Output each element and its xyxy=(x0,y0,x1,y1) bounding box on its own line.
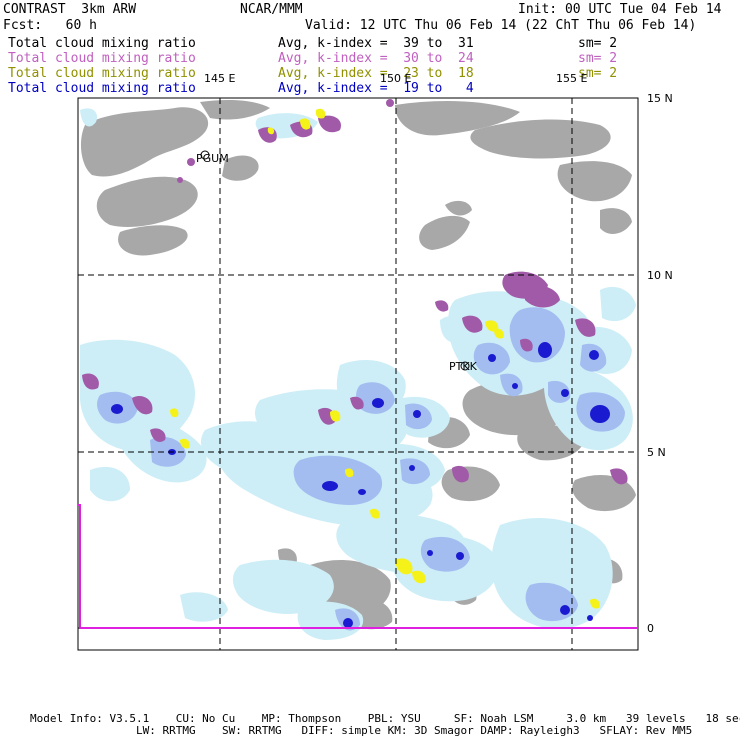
station-pgum: PGUM xyxy=(196,150,229,165)
field-sm-1: sm= 2 xyxy=(578,36,618,51)
station-label-ptkk: PTKK xyxy=(449,360,478,373)
field-range-3: Avg, k-index = 23 to 18 xyxy=(278,66,474,81)
field-range-1: Avg, k-index = 39 to 31 xyxy=(278,36,474,51)
field-range-4: Avg, k-index = 19 to 4 xyxy=(278,81,474,96)
field-sm-3: sm= 2 xyxy=(578,66,618,81)
field-name-4: Total cloud mixing ratio xyxy=(8,81,196,96)
forecast-hour: Fcst: 60 h xyxy=(3,18,97,33)
lat-label-15: 15 N xyxy=(647,92,673,105)
model-title: CONTRAST 3km ARW xyxy=(3,2,137,17)
field-sm-2: sm= 2 xyxy=(578,51,618,66)
init-label: Init: 00 UTC Tue 04 Feb 14 xyxy=(518,2,722,17)
lat-label-0: 0 xyxy=(647,622,654,635)
model-info-line-2: LW: RRTMG SW: RRTMG DIFF: simple KM: 3D … xyxy=(30,724,693,737)
lon-label-155: 155 E xyxy=(556,72,587,85)
station-ptkk: PTKK xyxy=(449,360,478,373)
purple-cloud-layer xyxy=(82,99,628,485)
model-info-line-1: Model Info: V3.5.1 CU: No Cu MP: Thompso… xyxy=(30,712,740,725)
field-range-2: Avg, k-index = 30 to 24 xyxy=(278,51,474,66)
field-name-3: Total cloud mixing ratio xyxy=(8,66,196,81)
domain-boundary xyxy=(78,504,638,629)
valid-time: Valid: 12 UTC Thu 06 Feb 14 (22 ChT Thu … xyxy=(305,18,697,33)
lon-label-145: 145 E xyxy=(204,72,235,85)
lat-label-10: 10 N xyxy=(647,269,673,282)
map-fields xyxy=(80,99,636,640)
cloud-map: 145 E 150 E 155 E 15 N 10 N 5 N 0 PGUM P… xyxy=(77,72,673,651)
lon-label-150: 150 E xyxy=(380,72,411,85)
field-name-1: Total cloud mixing ratio xyxy=(8,36,196,51)
field-name-2: Total cloud mixing ratio xyxy=(8,51,196,66)
station-marker-icon xyxy=(460,361,470,371)
station-label-pgum: PGUM xyxy=(196,152,229,165)
yellow-cloud-layer xyxy=(170,108,600,609)
center-label: NCAR/MMM xyxy=(240,2,303,17)
lat-label-5: 5 N xyxy=(647,446,666,459)
darkblue-core-layer xyxy=(111,342,610,628)
station-marker-icon xyxy=(200,150,210,160)
